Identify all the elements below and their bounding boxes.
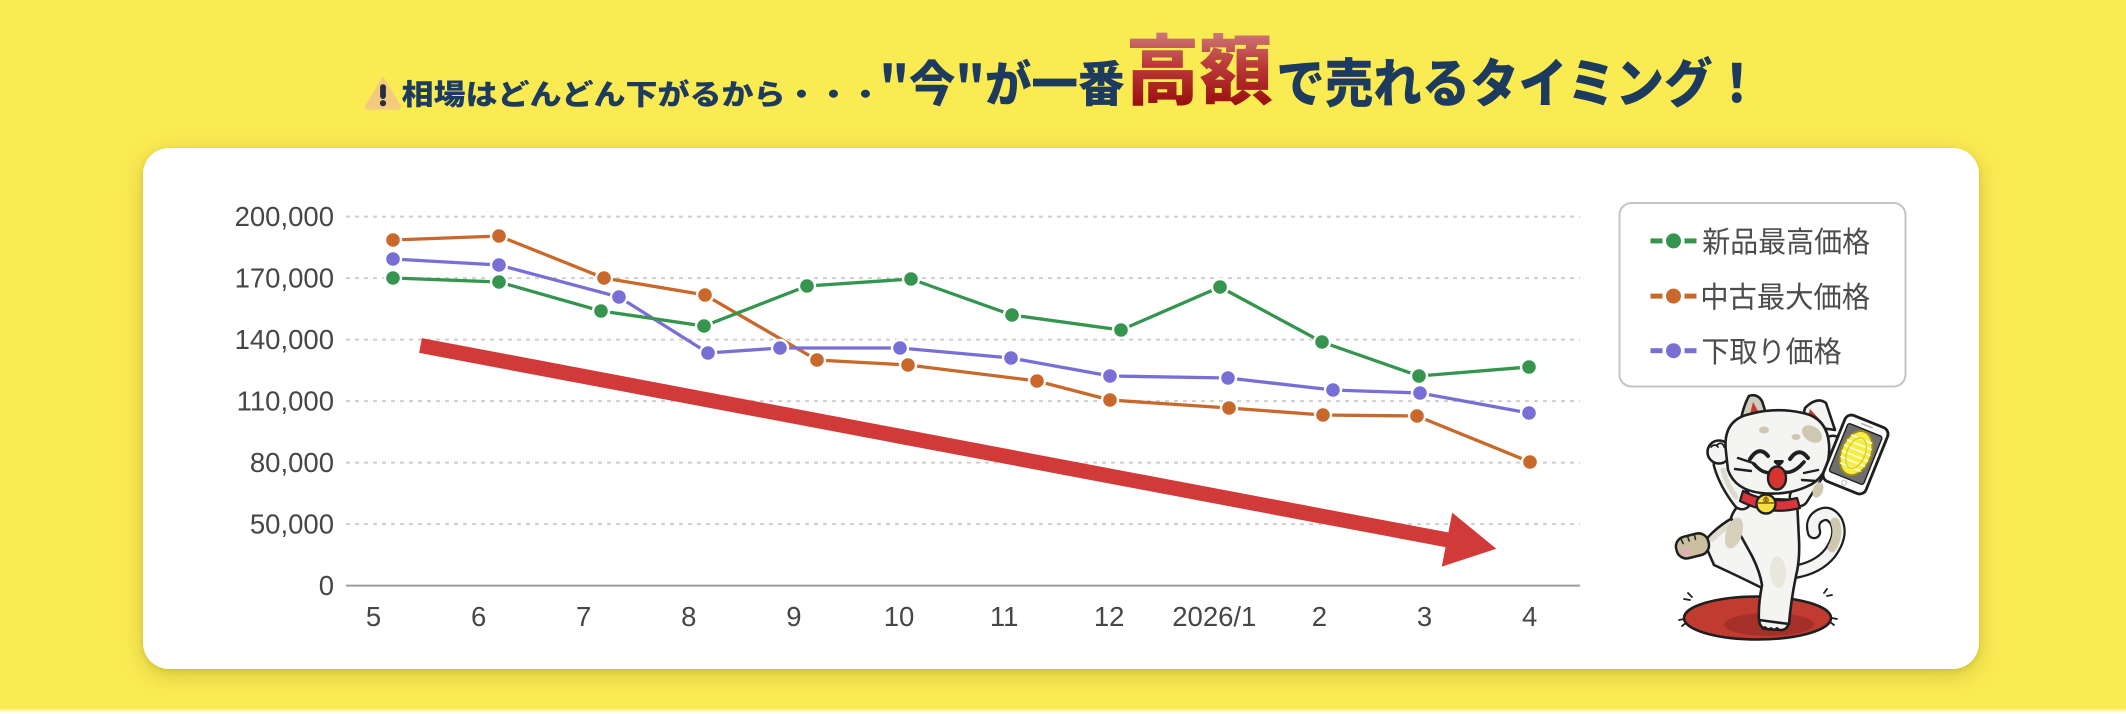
svg-text:4: 4 bbox=[1522, 601, 1537, 632]
svg-text:2026/1: 2026/1 bbox=[1172, 601, 1256, 632]
svg-text:6: 6 bbox=[471, 601, 486, 632]
svg-text:170,000: 170,000 bbox=[235, 263, 334, 294]
svg-text:7: 7 bbox=[576, 601, 591, 632]
svg-text:8: 8 bbox=[681, 601, 696, 632]
svg-text:9: 9 bbox=[786, 601, 801, 632]
svg-text:3: 3 bbox=[1417, 601, 1432, 632]
svg-text:2: 2 bbox=[1312, 601, 1327, 632]
svg-text:10: 10 bbox=[884, 601, 915, 632]
svg-text:200,000: 200,000 bbox=[235, 201, 334, 232]
svg-text:11: 11 bbox=[990, 601, 1019, 632]
svg-text:110,000: 110,000 bbox=[237, 386, 334, 417]
svg-text:140,000: 140,000 bbox=[235, 324, 334, 355]
svg-text:50,000: 50,000 bbox=[250, 509, 334, 540]
svg-text:80,000: 80,000 bbox=[250, 447, 334, 478]
svg-text:5: 5 bbox=[366, 601, 381, 632]
svg-text:0: 0 bbox=[319, 570, 334, 601]
svg-text:12: 12 bbox=[1094, 601, 1125, 632]
